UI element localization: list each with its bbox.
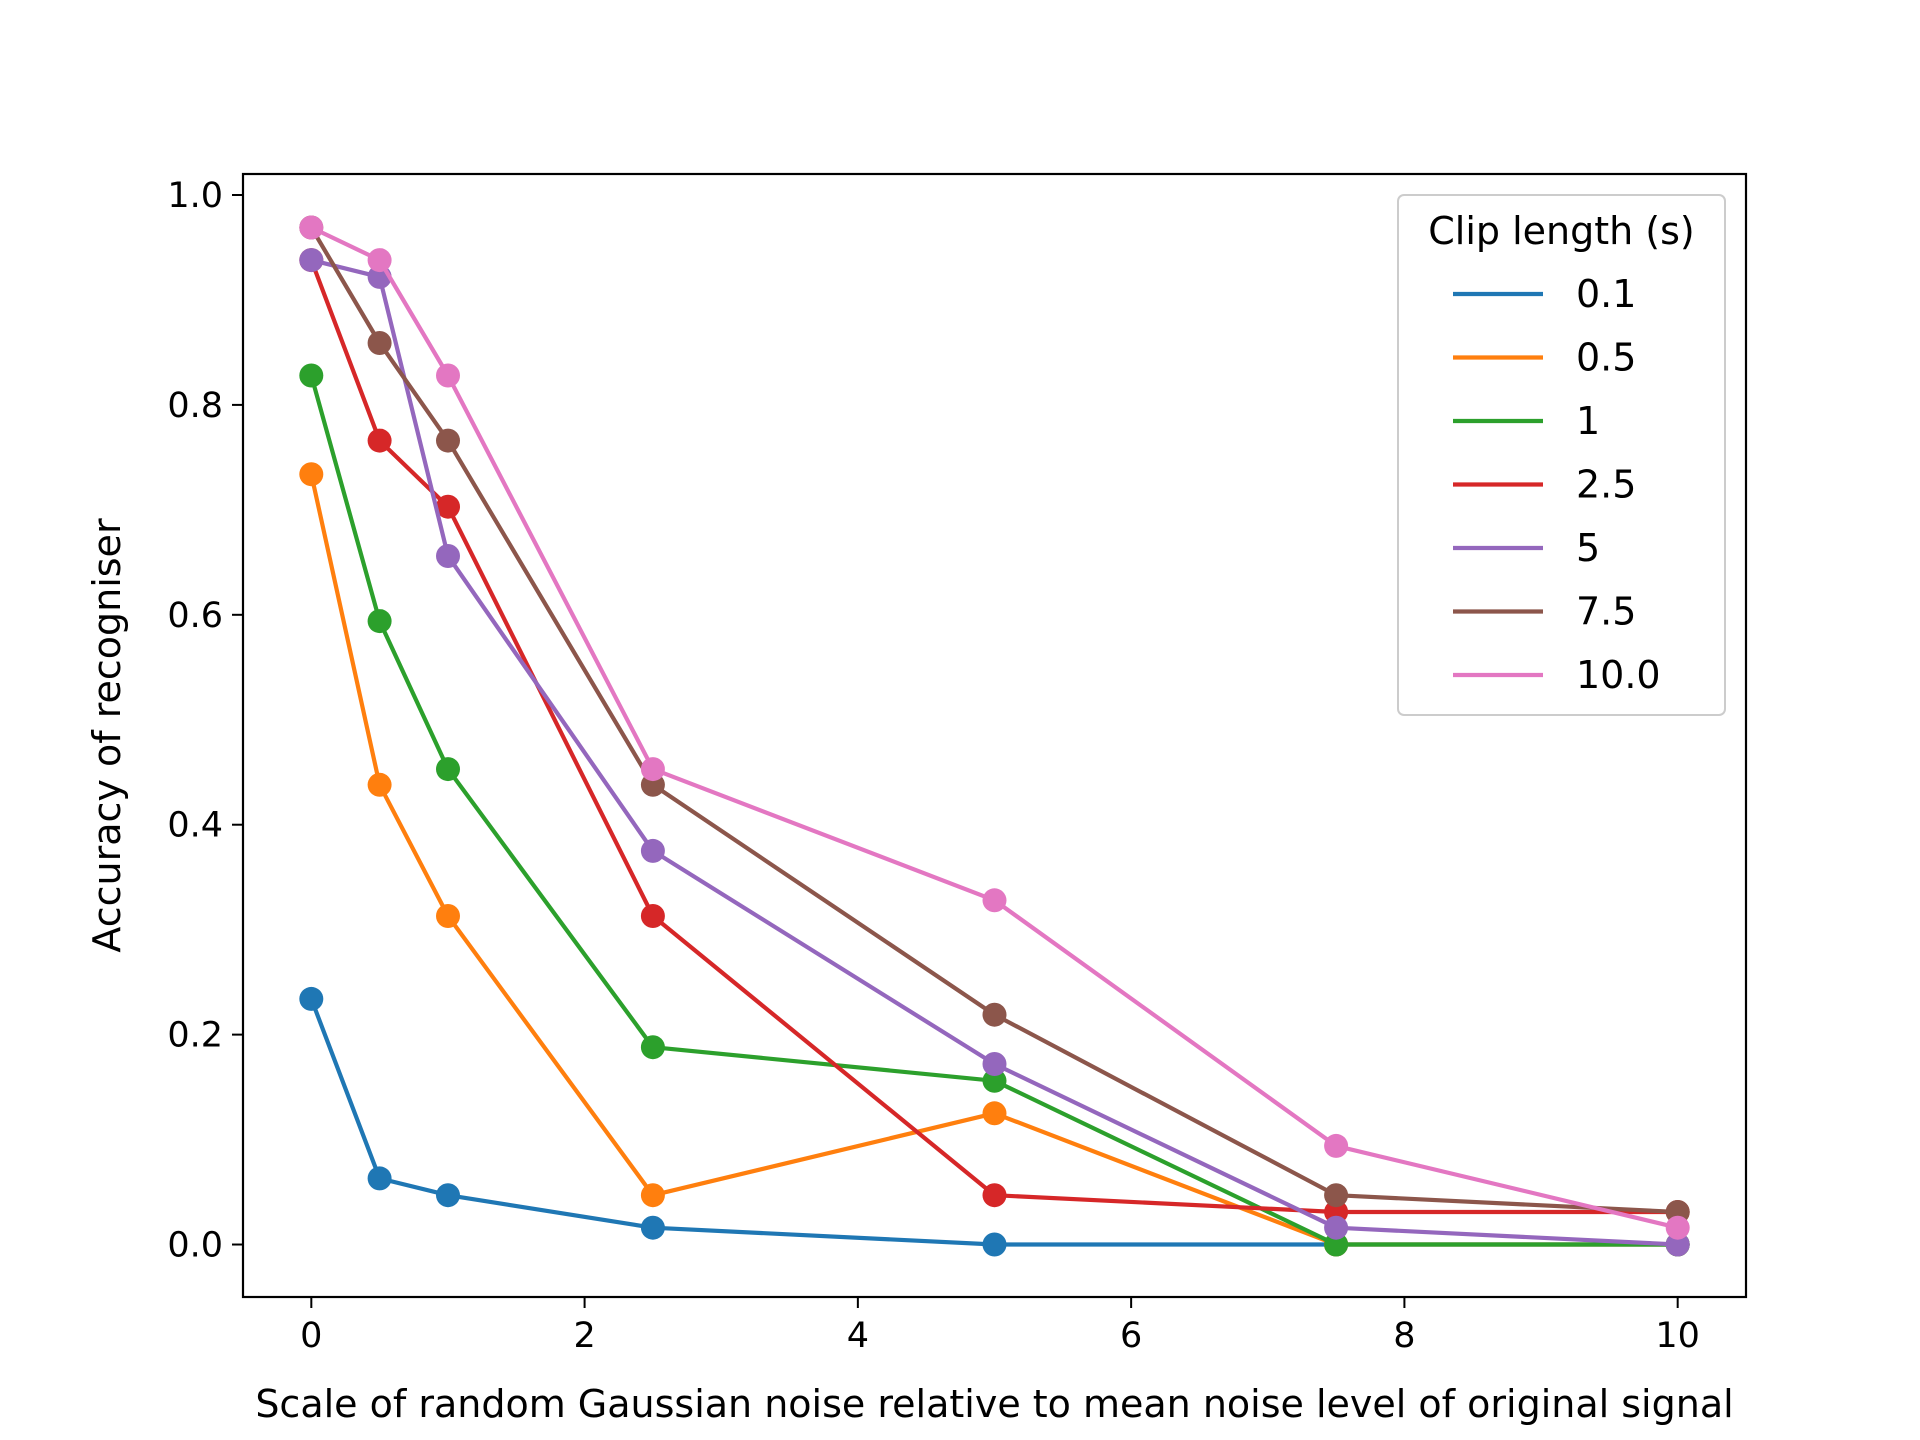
x-tick-label: 2 xyxy=(573,1316,595,1356)
y-axis-label: Accuracy of recogniser xyxy=(85,518,129,953)
data-point xyxy=(640,1183,665,1208)
data-point xyxy=(640,838,665,863)
series-10.0 xyxy=(299,215,1690,1240)
axes-frame xyxy=(241,172,1748,1299)
data-point xyxy=(982,1232,1007,1257)
data-point xyxy=(367,428,392,453)
x-tick-label: 4 xyxy=(847,1316,869,1356)
x-tick-label: 6 xyxy=(1120,1316,1142,1356)
legend-item-2.5: 2.5 xyxy=(1453,463,1636,507)
data-point xyxy=(436,494,460,519)
legend-label: 7.5 xyxy=(1576,590,1636,634)
y-tick-label: 0.2 xyxy=(167,1016,223,1056)
legend-item-10.0: 10.0 xyxy=(1453,653,1661,697)
legend-item-0.5: 0.5 xyxy=(1453,336,1636,380)
x-tick-label: 10 xyxy=(1655,1316,1700,1356)
data-point xyxy=(367,1166,392,1191)
data-point xyxy=(640,904,665,928)
data-point xyxy=(640,1035,665,1060)
legend-items: 0.1 0.5 1 2.5 5 7.5 10.0 xyxy=(1453,272,1661,697)
data-point xyxy=(436,904,460,928)
legend-item-7.5: 7.5 xyxy=(1453,590,1636,634)
data-point xyxy=(299,986,324,1011)
data-point xyxy=(1324,1183,1349,1208)
data-point xyxy=(1665,1232,1690,1257)
legend-label: 0.5 xyxy=(1576,336,1636,380)
data-point xyxy=(299,363,324,388)
plot-area xyxy=(299,215,1690,1257)
data-point xyxy=(1665,1215,1690,1240)
y-tick-label: 1.0 xyxy=(167,176,223,216)
legend: Clip length (s) 0.1 0.5 1 2.5 5 7.5 10.0 xyxy=(1397,194,1726,716)
data-point xyxy=(299,462,324,487)
data-point xyxy=(436,363,460,388)
data-point xyxy=(1324,1232,1349,1257)
axis-ticks: 0 2 4 6 8 10 0.0 0.2 0.4 0.6 0.8 1.0 xyxy=(167,176,1700,1356)
data-point xyxy=(436,428,460,453)
legend-label: 10.0 xyxy=(1576,653,1661,697)
x-tick-label: 8 xyxy=(1393,1316,1415,1356)
legend-label: 1 xyxy=(1576,399,1600,443)
data-point xyxy=(982,1002,1007,1027)
y-tick-label: 0.6 xyxy=(167,596,223,636)
data-point xyxy=(436,544,460,568)
y-tick-label: 0.0 xyxy=(167,1226,223,1266)
legend-box xyxy=(1397,194,1726,716)
legend-label: 5 xyxy=(1576,526,1600,570)
data-point xyxy=(982,1068,1007,1093)
data-point xyxy=(436,757,460,782)
data-point xyxy=(367,331,392,355)
data-point xyxy=(982,1052,1007,1076)
data-point xyxy=(367,772,392,797)
series-5 xyxy=(299,248,1690,1257)
x-tick-label: 0 xyxy=(300,1316,322,1356)
legend-item-0.1: 0.1 xyxy=(1453,272,1636,316)
legend-title: Clip length (s) xyxy=(1428,209,1695,253)
data-point xyxy=(1324,1133,1349,1158)
data-point xyxy=(982,1101,1007,1126)
data-point xyxy=(640,757,665,782)
data-point xyxy=(982,888,1007,913)
data-point xyxy=(299,248,324,273)
data-point xyxy=(640,1215,665,1240)
data-point xyxy=(367,609,392,634)
data-point xyxy=(982,1183,1007,1208)
y-tick-label: 0.4 xyxy=(167,806,223,846)
legend-label: 0.1 xyxy=(1576,272,1636,316)
legend-label: 2.5 xyxy=(1576,463,1636,507)
x-axis-label: Scale of random Gaussian noise relative … xyxy=(255,1382,1733,1426)
legend-item-5: 5 xyxy=(1453,526,1600,570)
data-point xyxy=(1324,1215,1349,1240)
legend-item-1: 1 xyxy=(1453,399,1600,443)
y-tick-label: 0.8 xyxy=(167,386,223,426)
data-point xyxy=(299,215,324,240)
data-point xyxy=(436,1183,460,1208)
data-point xyxy=(367,248,392,273)
